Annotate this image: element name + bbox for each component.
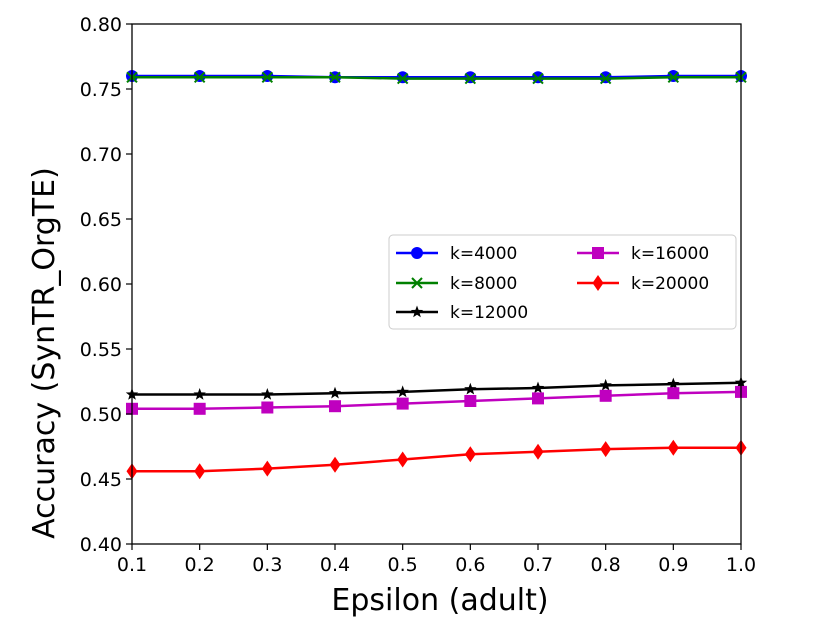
legend-label: k=16000 — [631, 244, 709, 264]
data-point — [532, 392, 544, 405]
data-point — [261, 401, 274, 414]
series-k-16000 — [126, 385, 747, 415]
y-tick-label: 0.80 — [80, 14, 122, 36]
data-point — [329, 71, 341, 84]
x-axis-title: Epsilon (adult) — [331, 583, 548, 618]
data-point — [532, 72, 544, 85]
x-tick-label: 0.3 — [252, 554, 282, 576]
data-point — [464, 395, 477, 407]
x-tick-label: 0.4 — [320, 554, 350, 576]
series-k-12000 — [125, 376, 748, 400]
data-point — [464, 446, 476, 463]
legend-marker — [592, 275, 604, 291]
legend-label: k=4000 — [450, 244, 517, 264]
data-point — [396, 397, 409, 410]
legend-entry: k=4000 — [396, 244, 517, 264]
data-point — [193, 388, 206, 400]
x-tick-label: 0.7 — [523, 554, 553, 576]
legend-label: k=12000 — [450, 303, 528, 323]
legend-marker — [410, 305, 424, 318]
data-point — [667, 377, 680, 390]
plot-area — [125, 70, 748, 480]
series-k-8000 — [126, 71, 747, 85]
series-line — [132, 446, 741, 473]
legend-entry: k=8000 — [396, 274, 517, 294]
legend-label: k=8000 — [450, 274, 517, 294]
data-point — [531, 381, 545, 394]
y-tick-label: 0.75 — [80, 79, 122, 101]
marker-stroke — [464, 72, 477, 85]
x-tick-label: 0.9 — [658, 554, 688, 576]
x-tick-label: 0.2 — [185, 554, 215, 576]
legend-entry: k=20000 — [577, 274, 709, 294]
y-tick-label: 0.40 — [80, 534, 122, 556]
data-point — [599, 389, 612, 402]
x-tick-label: 1.0 — [726, 554, 756, 576]
marker-stroke — [396, 72, 409, 85]
data-point — [193, 71, 206, 84]
series-k-20000 — [126, 439, 747, 480]
data-point — [193, 402, 206, 415]
series-line — [132, 390, 742, 411]
x-tick-label: 0.1 — [117, 554, 147, 576]
data-point — [396, 72, 409, 85]
data-point — [329, 456, 341, 473]
marker-stroke — [599, 72, 612, 85]
legend: k=4000 k=8000 k=12000 k=16000 k=20000 — [388, 234, 737, 330]
data-point — [396, 385, 409, 398]
legend-box — [388, 234, 737, 330]
data-point — [464, 382, 477, 395]
legend-entry: k=12000 — [396, 303, 528, 323]
y-tick-label: 0.55 — [80, 339, 122, 361]
x-tick-label: 0.6 — [455, 554, 485, 576]
data-point — [261, 388, 274, 400]
series-line — [132, 74, 741, 79]
legend-marker — [592, 247, 604, 259]
data-point — [667, 387, 680, 400]
data-point — [667, 439, 679, 456]
y-tick-label: 0.70 — [80, 144, 122, 166]
marker-stroke — [411, 277, 423, 289]
data-point — [328, 386, 342, 399]
data-point — [397, 451, 409, 468]
data-point — [261, 71, 274, 84]
data-point — [329, 400, 341, 413]
y-tick-label: 0.65 — [80, 209, 122, 231]
series-line — [132, 381, 742, 396]
marker-stroke — [667, 71, 680, 84]
y-tick-label: 0.50 — [80, 404, 122, 426]
data-point — [464, 72, 477, 85]
marker-stroke — [329, 71, 341, 84]
data-point — [667, 71, 680, 84]
y-axis-title: Accuracy (SynTR_OrgTE) — [27, 167, 62, 539]
legend-marker — [411, 277, 423, 289]
y-tick-label: 0.45 — [80, 469, 122, 491]
series-line — [132, 76, 741, 80]
legend-entry: k=16000 — [577, 244, 709, 264]
marker-stroke — [261, 71, 274, 84]
x-tick-label: 0.5 — [388, 554, 418, 576]
axes: 0.1 0.2 0.3 0.4 0.5 0.6 0.7 0.8 0.9 1.0 0.40 0.45 0.… — [80, 14, 756, 576]
data-point — [532, 443, 544, 460]
x-tick-label: 0.8 — [591, 554, 621, 576]
data-point — [599, 72, 612, 85]
marker-stroke — [193, 71, 206, 84]
data-point — [599, 378, 612, 391]
legend-label: k=20000 — [631, 274, 709, 294]
marker-stroke — [532, 72, 544, 85]
legend-marker — [411, 247, 423, 259]
data-point — [600, 441, 612, 458]
y-tick-label: 0.60 — [80, 274, 122, 296]
data-point — [194, 463, 206, 480]
data-point — [261, 460, 273, 477]
